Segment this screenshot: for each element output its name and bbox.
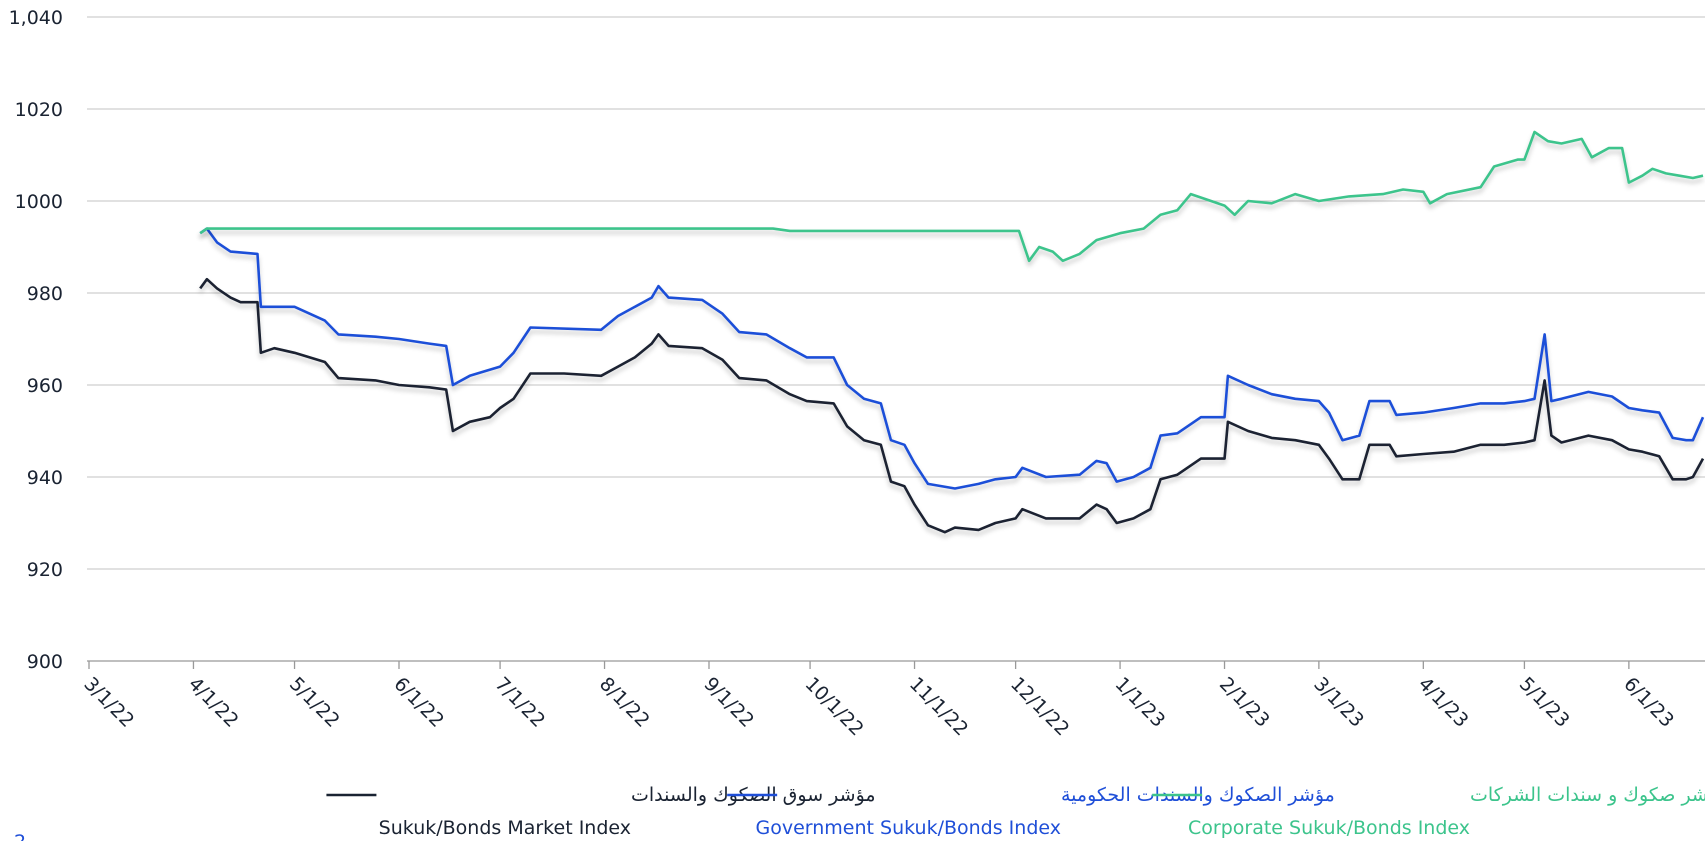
- x-tick-label: 6/1/22: [389, 673, 448, 732]
- series-line: [199, 277, 1705, 534]
- y-tick-label: 1,040: [9, 7, 63, 29]
- legend-label: Government Sukuk/Bonds Index: [755, 817, 1061, 839]
- y-tick-label: 1000: [15, 191, 63, 213]
- x-tick-label: 8/1/22: [595, 673, 654, 732]
- legend-label-ar: مؤشر صكوك و سندات الشركات: [1470, 784, 1705, 806]
- x-tick-label: 1/1/23: [1111, 673, 1170, 732]
- x-tick-label: 7/1/22: [491, 673, 550, 732]
- y-tick-label: 980: [27, 283, 63, 305]
- x-tick-label: 2/1/23: [1215, 673, 1274, 732]
- x-tick-label: 5/1/22: [285, 673, 344, 732]
- x-tick-label: 11/1/22: [905, 673, 972, 740]
- x-tick-label: 6/1/23: [1619, 673, 1678, 732]
- legend-label: Corporate Sukuk/Bonds Index: [1188, 817, 1470, 839]
- series-line: [199, 227, 1705, 490]
- y-tick-label: 940: [27, 467, 63, 489]
- x-tick-label: 3/1/23: [1309, 673, 1368, 732]
- y-tick-label: 1020: [15, 99, 63, 121]
- series-line: [199, 130, 1704, 263]
- y-tick-label: 900: [27, 651, 63, 673]
- x-tick-label: 9/1/22: [699, 673, 758, 732]
- x-tick-label: 4/1/22: [184, 673, 243, 732]
- x-tick-label: 10/1/22: [801, 673, 868, 740]
- x-tick-label: 12/1/22: [1006, 673, 1073, 740]
- y-tick-label: 920: [27, 559, 63, 581]
- x-tick-label: 4/1/23: [1414, 673, 1473, 732]
- legend-label: Sukuk/Bonds Market Index: [379, 817, 631, 839]
- y-tick-label: 960: [27, 375, 63, 397]
- x-tick-label: 5/1/23: [1515, 673, 1574, 732]
- x-tick-label: 3/1/22: [79, 673, 138, 732]
- page-number: 2: [14, 831, 26, 841]
